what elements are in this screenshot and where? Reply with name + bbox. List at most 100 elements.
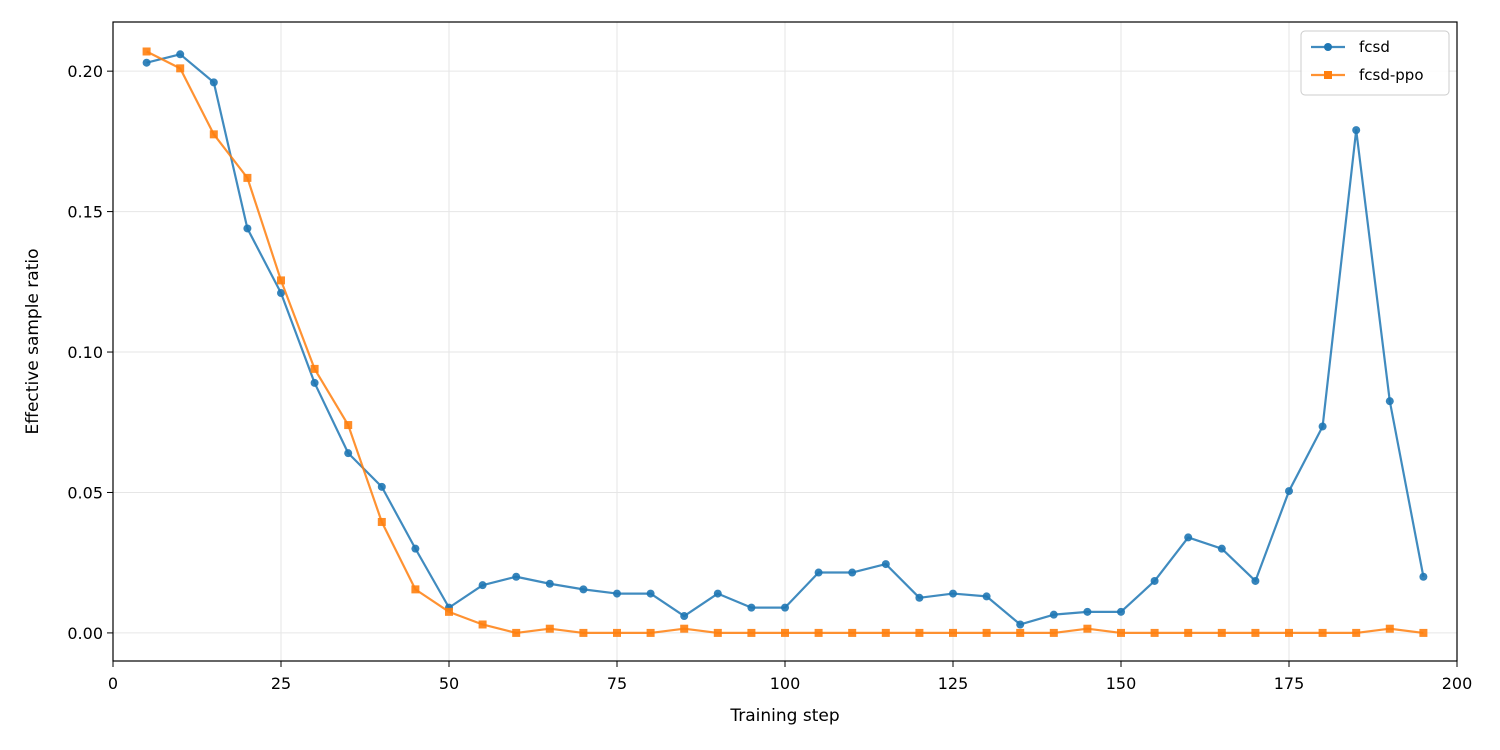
data-point [1083, 624, 1092, 633]
legend-marker-fcsd-ppo [1324, 71, 1332, 79]
legend-label-fcsd-ppo: fcsd-ppo [1359, 66, 1424, 84]
data-point [1285, 487, 1293, 496]
data-point [243, 173, 252, 182]
x-axis-label: Training step [729, 706, 839, 726]
data-point [713, 628, 722, 637]
x-tick-label: 0 [108, 674, 118, 693]
x-tick-label: 50 [439, 674, 459, 693]
data-point [1251, 576, 1260, 585]
data-point [881, 628, 890, 637]
data-point [545, 579, 554, 588]
data-point [377, 482, 386, 491]
data-point [243, 224, 252, 233]
data-point [915, 593, 924, 602]
y-tick-label: 0.15 [67, 203, 103, 222]
data-point [1117, 607, 1125, 616]
data-point [982, 592, 991, 601]
y-tick-label: 0.10 [67, 343, 103, 362]
data-point [1385, 397, 1394, 406]
data-point [1184, 533, 1193, 542]
y-tick-label: 0.20 [67, 62, 103, 81]
data-point [411, 585, 420, 594]
data-point [1150, 576, 1159, 585]
data-point [478, 581, 487, 590]
data-point [377, 517, 386, 526]
y-axis-label: Effective sample ratio [23, 249, 43, 435]
data-point [176, 64, 185, 73]
data-point [747, 603, 756, 612]
data-point [142, 58, 151, 67]
data-point [445, 607, 453, 616]
data-point [949, 589, 957, 598]
data-point [545, 624, 554, 633]
data-point [1217, 544, 1226, 553]
data-point [411, 544, 420, 553]
x-tick-label: 75 [607, 674, 627, 693]
data-point [1049, 628, 1058, 637]
data-point [512, 628, 521, 637]
data-point [1117, 628, 1125, 637]
data-point [209, 130, 218, 139]
data-point [646, 589, 655, 598]
data-point [1352, 126, 1361, 135]
data-point [1385, 624, 1394, 633]
data-point [1419, 628, 1428, 637]
x-tick-label: 200 [1442, 674, 1473, 693]
x-tick-label: 150 [1106, 674, 1137, 693]
data-point [277, 289, 285, 298]
data-point [478, 620, 487, 629]
data-point [1150, 628, 1159, 637]
data-point [1184, 628, 1193, 637]
data-point [1318, 422, 1327, 431]
data-point [1419, 572, 1428, 581]
data-point [579, 585, 588, 594]
data-point [781, 603, 789, 612]
data-point [579, 628, 588, 637]
y-tick-label: 0.00 [67, 624, 103, 643]
series-layer [142, 47, 1428, 637]
data-point [176, 50, 185, 59]
data-point [1251, 628, 1260, 637]
y-tick-label: 0.05 [67, 483, 103, 502]
data-point [1285, 628, 1293, 637]
data-point [344, 421, 353, 430]
data-point [713, 589, 722, 598]
legend-marker-fcsd [1324, 43, 1332, 51]
data-point [1049, 610, 1058, 619]
data-point [344, 449, 353, 458]
data-point [142, 47, 151, 56]
legend: fcsd fcsd-ppo [1300, 30, 1450, 96]
data-point [1016, 628, 1025, 637]
data-point [613, 628, 621, 637]
data-point [613, 589, 621, 598]
data-point [680, 624, 689, 633]
data-point [915, 628, 924, 637]
x-tick-label: 175 [1274, 674, 1305, 693]
data-point [1217, 628, 1226, 637]
data-point [814, 628, 823, 637]
data-point [209, 78, 218, 87]
data-point [848, 628, 857, 637]
data-point [848, 568, 857, 577]
data-point [949, 628, 957, 637]
legend-label-fcsd: fcsd [1359, 38, 1390, 56]
data-point [680, 612, 689, 621]
series-fcsd-ppo [142, 47, 1428, 637]
data-point [646, 628, 655, 637]
data-point [310, 364, 319, 373]
data-point [1083, 607, 1092, 616]
data-point [1352, 628, 1361, 637]
x-tick-label: 100 [770, 674, 801, 693]
data-point [814, 568, 823, 577]
series-fcsd [142, 50, 1428, 629]
data-point [781, 628, 789, 637]
data-point [1318, 628, 1327, 637]
data-point [512, 572, 521, 581]
data-point [982, 628, 991, 637]
data-point [310, 378, 319, 387]
data-point [277, 276, 285, 285]
data-point [747, 628, 756, 637]
axes: 0 25 50 75 100 125 150 175 200 0.00 0.05 0.10 0.15 0.… [67, 62, 1472, 693]
